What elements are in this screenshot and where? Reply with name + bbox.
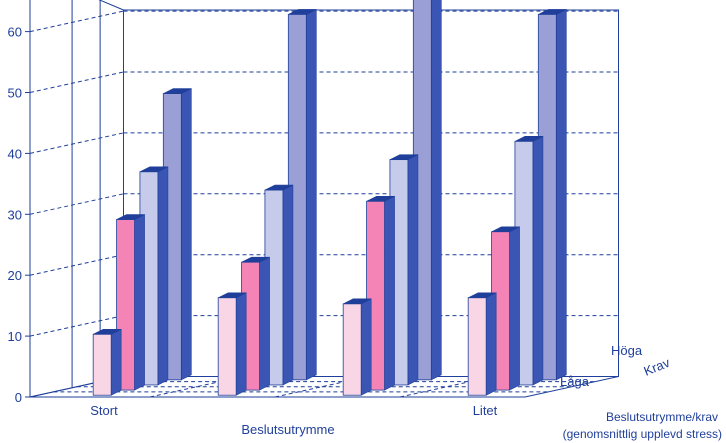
y-tick-label: 0 [15,390,22,405]
bar [467,292,497,396]
y-tick-label: 30 [8,207,22,222]
bar-side [431,0,442,381]
gridline-left-wall [29,254,124,276]
bar-side [509,226,520,391]
bar-front [217,297,237,396]
bar-side [556,8,567,381]
depth-label-laga: Låga [560,374,590,389]
gridline-left-wall [29,315,124,337]
bar-front [92,333,112,396]
floor [29,376,619,398]
bar-side [282,184,294,386]
bar [342,298,372,396]
bar [92,328,122,396]
bar-side [110,328,122,396]
depth-label-hoga: Höga [611,343,643,358]
bar-side [384,195,395,391]
bar-side [306,8,317,381]
gridline-left-wall [29,71,124,93]
bar-side [360,298,372,396]
x-axis-label: Beslutsutrymme [241,422,334,437]
bar-side [485,292,497,396]
gridline-left-wall [29,10,124,33]
y-tick-label: 50 [8,86,22,101]
bar-side [259,256,270,391]
corner-label-line1: Beslutsutrymme/krav [606,410,718,424]
gridline-left-wall [29,193,124,215]
bar-side [134,214,145,391]
chart-bars [92,0,567,396]
y-tick-label: 60 [8,25,22,40]
gridline-left-wall [29,132,124,154]
corner-label-line2: (genomsnittlig upplevd stress) [563,427,722,441]
y-tick-label: 10 [8,329,22,344]
y-tick-label: 40 [8,146,22,161]
bar-front [342,303,362,396]
bar-side [407,154,419,386]
bar-side [235,292,247,396]
bar-front [467,297,487,396]
x-tick-litet: Litet [473,403,498,418]
bar-side [181,88,192,381]
y-tick-label: 20 [8,268,22,283]
y-axis-ticks: 010203040506070 [8,25,30,405]
bar-side [532,135,544,386]
bar [491,226,520,391]
x-tick-stort: Stort [90,403,118,418]
bar-side [157,166,169,386]
depth-axis-label: Krav [642,355,673,379]
bar [217,292,247,396]
